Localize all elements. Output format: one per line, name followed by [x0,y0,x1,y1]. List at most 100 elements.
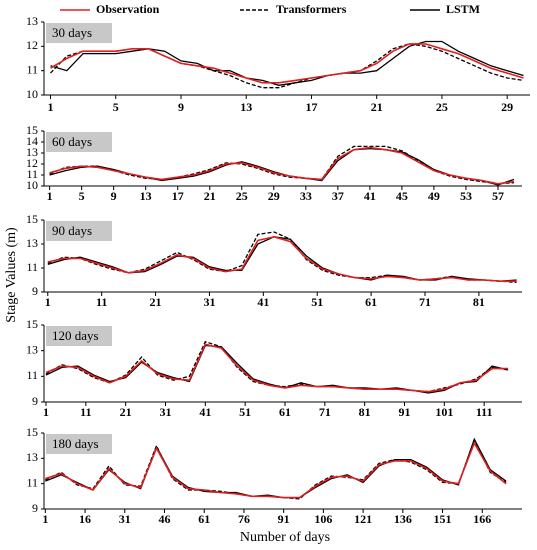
x-tick-label: 51 [311,295,323,309]
x-tick-label: 61 [198,512,210,526]
series-line [45,340,509,393]
legend-label: Transformers [276,2,347,16]
x-tick-label: 17 [305,100,317,114]
x-tick-label: 51 [239,405,251,419]
x-tick-label: 9 [111,189,117,203]
y-tick-label: 11 [26,260,38,274]
panel-title: 180 days [52,436,99,451]
x-tick-label: 41 [257,295,269,309]
series-line [45,438,507,500]
x-tick-label: 136 [394,512,412,526]
series-line [45,343,509,393]
x-tick-label: 13 [140,189,152,203]
x-tick-label: 1 [47,189,53,203]
series-line [45,441,507,499]
x-tick-label: 16 [79,512,91,526]
legend-label: LSTM [446,2,480,16]
y-tick-label: 12 [26,38,38,52]
y-tick-label: 13 [26,450,38,464]
x-tick-label: 13 [240,100,252,114]
series-line [50,40,524,86]
x-tick-label: 76 [238,512,250,526]
x-tick-label: 21 [204,189,216,203]
legend-label: Observation [96,2,160,16]
y-tick-label: 9 [32,394,38,408]
x-tick-label: 41 [199,405,211,419]
panel-title: 60 days [52,134,92,149]
x-tick-label: 71 [419,295,431,309]
y-tick-label: 15 [26,425,38,439]
y-tick-label: 9 [32,501,38,515]
x-tick-label: 101 [435,405,453,419]
y-tick-label: 11 [26,475,38,489]
x-tick-label: 121 [354,512,372,526]
y-tick-label: 9 [32,284,38,298]
x-tick-label: 31 [203,295,215,309]
x-tick-label: 11 [80,405,91,419]
x-tick-label: 1 [45,295,51,309]
x-tick-label: 81 [359,405,371,419]
x-tick-label: 1 [48,100,54,114]
series-line [49,146,515,185]
series-line [45,437,507,499]
y-tick-label: 13 [26,14,38,28]
y-tick-label: 12 [26,156,38,170]
y-tick-label: 15 [26,123,38,137]
y-tick-label: 15 [26,212,38,226]
x-tick-label: 91 [278,512,290,526]
x-tick-label: 37 [332,189,344,203]
x-tick-label: 9 [178,100,184,114]
y-tick-label: 11 [26,62,38,76]
x-tick-label: 61 [365,295,377,309]
series-line [47,235,517,282]
x-tick-label: 21 [371,100,383,114]
x-tick-label: 31 [159,405,171,419]
x-tick-label: 46 [158,512,170,526]
series-line [47,236,517,282]
x-tick-label: 151 [434,512,452,526]
panel-label-box [46,23,112,43]
x-axis-label: Number of days [240,530,330,545]
x-tick-label: 71 [319,405,331,419]
y-tick-label: 11 [26,368,38,382]
y-tick-label: 13 [26,342,38,356]
y-tick-label: 13 [26,236,38,250]
x-tick-label: 33 [300,189,312,203]
x-tick-label: 5 [113,100,119,114]
y-axis-label: Stage Values (m) [4,227,19,323]
x-tick-label: 5 [79,189,85,203]
y-tick-label: 11 [26,167,38,181]
series-line [49,147,515,186]
panel-title: 120 days [52,328,99,343]
x-tick-label: 166 [473,512,491,526]
y-tick-label: 15 [26,317,38,331]
x-tick-label: 25 [236,189,248,203]
panel-title: 30 days [52,25,92,40]
x-tick-label: 21 [120,405,132,419]
y-tick-label: 13 [26,145,38,159]
series-line [50,43,524,84]
x-tick-label: 1 [42,512,48,526]
x-tick-label: 106 [314,512,332,526]
panel-label-box [46,434,112,454]
x-tick-label: 53 [460,189,472,203]
x-tick-label: 31 [119,512,131,526]
x-tick-label: 25 [436,100,448,114]
x-tick-label: 91 [398,405,410,419]
panel-title: 90 days [52,223,92,238]
x-tick-label: 111 [476,405,493,419]
series-line [49,145,515,185]
y-tick-label: 10 [26,178,38,192]
panel-label-box [46,326,112,346]
x-tick-label: 1 [43,405,49,419]
x-tick-label: 49 [428,189,440,203]
x-tick-label: 45 [396,189,408,203]
x-tick-label: 57 [492,189,504,203]
x-tick-label: 81 [473,295,485,309]
panel-label-box [46,221,112,241]
y-tick-label: 14 [26,134,38,148]
x-tick-label: 11 [96,295,107,309]
x-tick-label: 17 [172,189,184,203]
panel-label-box [46,132,112,152]
